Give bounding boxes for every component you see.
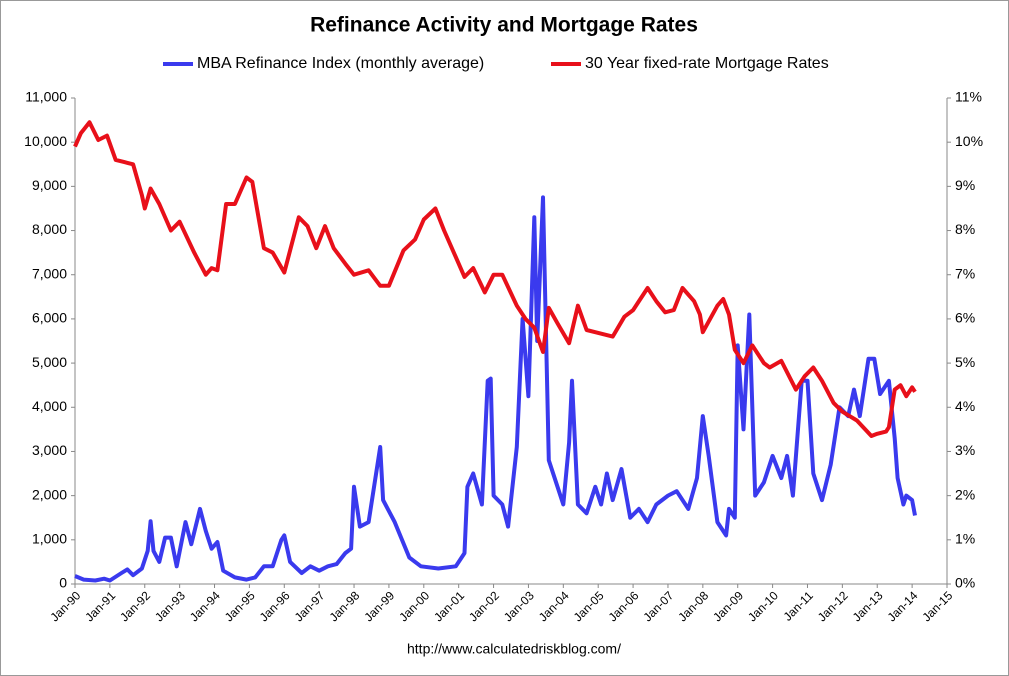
- y2-tick-label: 11%: [955, 89, 982, 105]
- y2-tick-label: 2%: [955, 486, 975, 502]
- series-line: [74, 195, 917, 583]
- y-tick-label: 8,000: [32, 221, 67, 237]
- legend-label: 30 Year fixed-rate Mortgage Rates: [585, 55, 829, 72]
- y2-tick-label: 0%: [955, 575, 975, 591]
- series-line: [73, 120, 917, 438]
- chart-title: Refinance Activity and Mortgage Rates: [310, 14, 698, 37]
- y2-tick-label: 7%: [955, 265, 975, 281]
- legend-label: MBA Refinance Index (monthly average): [197, 55, 484, 72]
- y2-tick-label: 1%: [955, 531, 975, 547]
- y-tick-label: 11,000: [25, 89, 67, 105]
- y-tick-label: 7,000: [32, 265, 67, 281]
- y-tick-label: 3,000: [32, 442, 67, 458]
- y-tick-label: 9,000: [32, 177, 67, 193]
- y2-tick-label: 10%: [955, 133, 983, 149]
- y2-tick-label: 4%: [955, 398, 975, 414]
- y2-tick-label: 3%: [955, 442, 975, 458]
- y2-tick-label: 5%: [955, 354, 975, 370]
- y2-tick-label: 9%: [955, 177, 975, 193]
- y-tick-label: 6,000: [32, 310, 67, 326]
- y-tick-label: 5,000: [32, 354, 67, 370]
- y-tick-label: 10,000: [24, 133, 67, 149]
- y2-tick-label: 8%: [955, 221, 975, 237]
- source: http://www.calculatedriskblog.com/: [407, 641, 621, 657]
- y-tick-label: 1,000: [32, 531, 67, 547]
- y-tick-label: 4,000: [32, 398, 67, 414]
- y-tick-label: 0: [59, 575, 67, 591]
- y2-tick-label: 6%: [955, 310, 975, 326]
- y-tick-label: 2,000: [32, 486, 67, 502]
